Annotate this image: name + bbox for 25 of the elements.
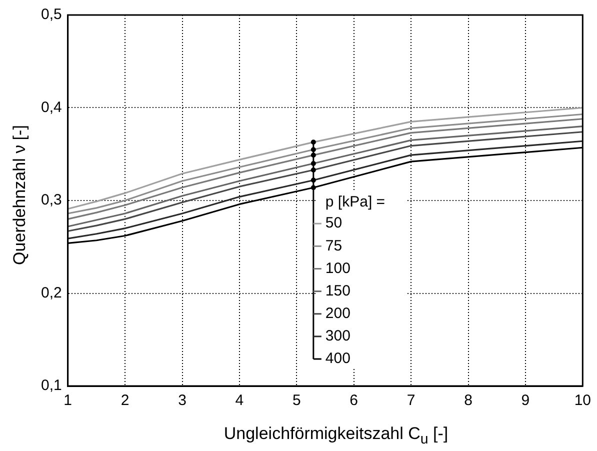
x-tick-label: 1: [64, 392, 72, 410]
x-tick-label: 4: [235, 392, 244, 410]
y-tick-label: 0,5: [40, 6, 62, 24]
x-tick-label: 2: [120, 392, 130, 410]
y-tick-label: 0,2: [40, 284, 62, 302]
x-tick-label: 5: [292, 392, 301, 410]
x-tick-label: 9: [521, 392, 530, 410]
legend-label: 75: [325, 237, 342, 254]
y-tick-label: 0,3: [40, 192, 62, 209]
legend-label: 300: [325, 328, 350, 345]
legend-label: 400: [325, 350, 350, 368]
y-tick-label: 0,1: [40, 377, 62, 394]
x-axis-title: Ungleichförmigkeitszahl C$_{u}$ [-]: [222, 424, 450, 448]
legend-label: 200: [325, 305, 350, 322]
legend-label: 150: [325, 282, 350, 300]
y-tick-label: 0,4: [40, 98, 62, 116]
legend-label: 100: [325, 260, 350, 277]
x-tick-label: 10: [574, 392, 591, 410]
legend-label: 50: [325, 214, 342, 232]
x-tick-label: 7: [406, 392, 416, 410]
x-tick-label: 8: [464, 392, 472, 410]
x-tick-label: 3: [178, 392, 186, 410]
y-axis-title: Querdehnzahl ν [-]: [10, 124, 30, 267]
legend-title: p [kPa] =: [325, 194, 386, 211]
x-tick-label: 6: [350, 392, 358, 410]
